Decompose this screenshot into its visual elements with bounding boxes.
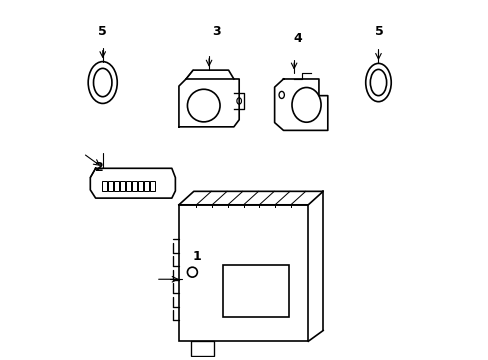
Text: 5: 5 — [374, 24, 383, 38]
Text: 3: 3 — [211, 24, 220, 38]
Bar — [120, 181, 124, 191]
Bar — [149, 181, 155, 191]
Text: 1: 1 — [192, 250, 201, 263]
Bar — [138, 181, 142, 191]
Bar — [114, 181, 119, 191]
Bar — [191, 341, 214, 356]
Bar — [125, 181, 130, 191]
Bar — [107, 181, 112, 191]
Bar — [102, 181, 106, 191]
Text: 5: 5 — [98, 24, 107, 38]
Bar — [223, 265, 288, 317]
Text: 2: 2 — [95, 161, 103, 174]
Text: 4: 4 — [293, 32, 302, 45]
Bar — [179, 205, 307, 341]
Bar — [143, 181, 148, 191]
Bar — [132, 181, 137, 191]
